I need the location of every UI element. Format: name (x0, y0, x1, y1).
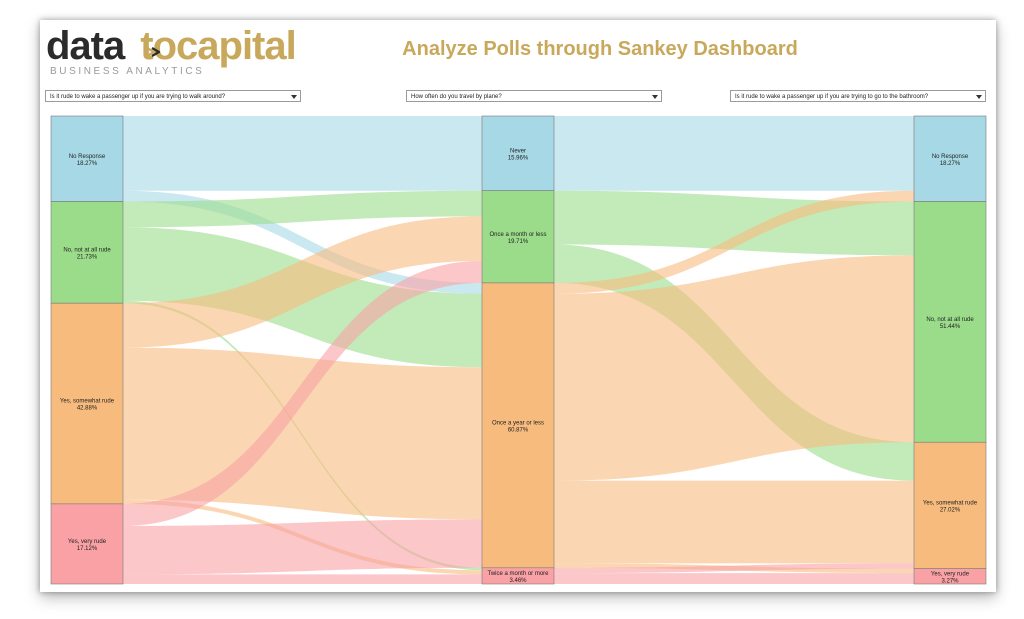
sankey-node-percent: 15.96% (508, 155, 529, 161)
sankey-node-label: No, not at all rude (926, 317, 974, 323)
sankey-node-bar[interactable] (913, 115, 987, 202)
sankey-node-bar[interactable] (913, 568, 987, 585)
sankey-node-bar[interactable] (913, 441, 987, 569)
chevron-down-icon[interactable] (976, 95, 982, 99)
logo-text-data: data (46, 24, 125, 68)
sankey-link-left-0 (123, 116, 482, 191)
sankey-link-left-2 (123, 190, 482, 228)
sankey-node-label: Yes, very rude (68, 539, 107, 545)
sankey-node-label: No Response (932, 154, 969, 160)
sankey-link-left-1 (123, 190, 482, 294)
sankey-node-percent: 42.88% (77, 406, 98, 412)
chevron-down-icon[interactable] (652, 95, 658, 99)
sankey-node-label: No, not at all rude (63, 247, 111, 253)
sankey-link-right-8 (554, 573, 914, 584)
sankey-node-percent: 27.02% (940, 507, 961, 513)
sankey-node-bar[interactable] (50, 503, 124, 585)
sankey-link-left-10 (123, 574, 482, 584)
filter-dropdown-question-2[interactable]: How often do you travel by plane? (406, 90, 662, 102)
sankey-node-label: No Response (69, 154, 106, 160)
sankey-link-left-8 (123, 260, 482, 526)
sankey-link-right-4 (554, 255, 914, 481)
dashboard-card: data tocapital BUSINESS ANALYTICS Analyze… (40, 20, 996, 592)
sankey-node-percent: 18.27% (940, 161, 961, 167)
filter-value: Is it rude to wake a passenger up if you… (50, 94, 226, 100)
sankey-link-right-3 (554, 190, 914, 294)
sankey-node-percent: 3.27% (941, 578, 959, 584)
filter-value: Is it rude to wake a passenger up if you… (735, 94, 929, 100)
sankey-link-right-7 (554, 563, 914, 574)
sankey-node-bar[interactable] (481, 567, 555, 585)
filter-value: How often do you travel by plane? (411, 94, 502, 100)
logo-wordmark: data tocapital (46, 24, 297, 68)
sankey-node-label: Once a month or less (489, 232, 546, 238)
logo-text-to: to (140, 24, 177, 68)
filter-dropdown-question-1[interactable]: Is it rude to wake a passenger up if you… (45, 90, 301, 102)
sankey-node-bar[interactable] (481, 282, 555, 569)
sankey-link-right-0 (554, 116, 914, 191)
company-logo: data tocapital BUSINESS ANALYTICS (46, 24, 297, 77)
dashboard-title: Analyze Polls through Sankey Dashboard (402, 38, 798, 60)
logo-text-capital: capital (176, 24, 297, 68)
sankey-links (123, 116, 914, 584)
logo-tagline: BUSINESS ANALYTICS (50, 66, 205, 77)
sankey-link-right-5 (554, 480, 914, 564)
sankey-node-label: Yes, very rude (931, 571, 970, 577)
sankey-link-left-6 (123, 347, 482, 520)
sankey-node-percent: 60.87% (508, 427, 529, 433)
chevron-down-icon[interactable] (291, 95, 297, 99)
arrow-right-icon (146, 47, 160, 57)
sankey-node-bar[interactable] (50, 115, 124, 202)
filter-dropdown-question-3[interactable]: Is it rude to wake a passenger up if you… (730, 90, 986, 102)
sankey-node-bar[interactable] (50, 201, 124, 304)
sankey-node-label: Yes, somewhat rude (923, 500, 978, 506)
sankey-node-percent: 18.27% (77, 161, 98, 167)
sankey-node-percent: 3.46% (509, 578, 527, 584)
sankey-node-percent: 17.12% (77, 546, 98, 552)
sankey-link-left-5 (123, 216, 482, 348)
sankey-node-label: Once a year or less (492, 420, 544, 426)
sankey-node-label: Never (510, 148, 526, 154)
sankey-node-percent: 19.71% (508, 239, 529, 245)
sankey-node-bar[interactable] (50, 302, 124, 505)
sankey-node-label: Twice a month or more (487, 571, 549, 577)
sankey-node-bar[interactable] (913, 201, 987, 443)
sankey-node-percent: 21.73% (77, 254, 98, 260)
sankey-node-percent: 51.44% (940, 324, 961, 330)
sankey-node-bar[interactable] (481, 190, 555, 284)
sankey-node-label: Yes, somewhat rude (60, 399, 115, 405)
sankey-link-left-9 (123, 519, 482, 575)
